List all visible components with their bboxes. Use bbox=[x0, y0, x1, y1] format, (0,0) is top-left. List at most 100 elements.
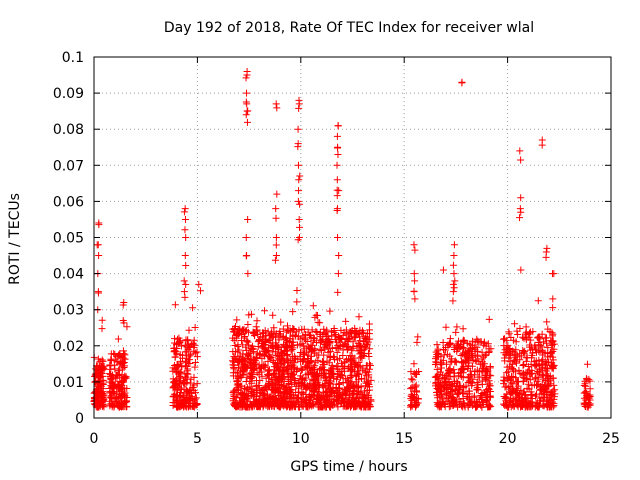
data-point bbox=[95, 252, 103, 260]
data-point bbox=[549, 353, 557, 361]
data-point bbox=[408, 393, 416, 401]
data-point bbox=[175, 384, 183, 392]
data-point bbox=[339, 352, 347, 360]
data-point bbox=[311, 313, 319, 321]
data-point bbox=[112, 355, 120, 363]
data-point bbox=[302, 385, 310, 393]
data-point bbox=[244, 270, 252, 278]
data-point bbox=[285, 343, 293, 351]
data-point bbox=[259, 329, 267, 337]
y-axis-ticks: 0 0.01 0.02 0.03 0.04 0.05 0.06 0.07 0.08 0.09 0.1 bbox=[53, 50, 611, 427]
data-point bbox=[180, 208, 188, 216]
data-point bbox=[265, 370, 273, 378]
data-point bbox=[254, 403, 262, 411]
data-point bbox=[181, 215, 189, 223]
data-point bbox=[236, 325, 244, 333]
data-point bbox=[527, 401, 535, 409]
data-point bbox=[520, 398, 528, 406]
data-point bbox=[538, 343, 546, 351]
data-point bbox=[450, 284, 458, 292]
data-point bbox=[321, 345, 329, 353]
data-point bbox=[540, 338, 548, 346]
data-point bbox=[253, 326, 261, 334]
data-point bbox=[442, 323, 450, 331]
data-point bbox=[473, 335, 481, 343]
data-point bbox=[486, 392, 494, 400]
data-point bbox=[109, 401, 117, 409]
data-point bbox=[305, 382, 313, 390]
data-point bbox=[272, 351, 280, 359]
data-point bbox=[264, 398, 272, 406]
data-point bbox=[353, 361, 361, 369]
data-point bbox=[249, 328, 257, 336]
data-point bbox=[463, 349, 471, 357]
data-point bbox=[344, 331, 352, 339]
data-point bbox=[307, 357, 315, 365]
data-point bbox=[240, 327, 248, 335]
data-point bbox=[477, 401, 485, 409]
data-point bbox=[271, 373, 279, 381]
data-point bbox=[365, 352, 373, 360]
data-point bbox=[546, 389, 554, 397]
data-point bbox=[542, 248, 550, 256]
data-point bbox=[468, 379, 476, 387]
data-point bbox=[256, 351, 264, 359]
data-point bbox=[362, 379, 370, 387]
data-point bbox=[121, 399, 129, 407]
data-point bbox=[187, 386, 195, 394]
data-point bbox=[471, 357, 479, 365]
data-point bbox=[461, 348, 469, 356]
data-point bbox=[350, 401, 358, 409]
data-point bbox=[471, 348, 479, 356]
data-point bbox=[119, 354, 127, 362]
data-point bbox=[504, 384, 512, 392]
data-point bbox=[364, 399, 372, 407]
data-point bbox=[182, 262, 190, 270]
data-point bbox=[98, 356, 106, 364]
data-point bbox=[182, 281, 190, 289]
data-point bbox=[512, 358, 520, 366]
data-point bbox=[273, 190, 281, 198]
data-point bbox=[175, 340, 183, 348]
data-point bbox=[433, 373, 441, 381]
data-point bbox=[526, 346, 534, 354]
data-point bbox=[170, 348, 178, 356]
data-point bbox=[293, 365, 301, 373]
data-point bbox=[516, 396, 524, 404]
data-point bbox=[277, 318, 285, 326]
data-point bbox=[414, 333, 422, 341]
data-point bbox=[454, 403, 462, 411]
data-point bbox=[336, 373, 344, 381]
data-point bbox=[355, 330, 363, 338]
data-point bbox=[442, 360, 450, 368]
data-point bbox=[331, 389, 339, 397]
data-point bbox=[474, 352, 482, 360]
data-point bbox=[170, 392, 178, 400]
data-point bbox=[294, 143, 302, 151]
data-point bbox=[289, 308, 297, 316]
data-point bbox=[273, 398, 281, 406]
data-point bbox=[357, 348, 365, 356]
data-point bbox=[285, 394, 293, 402]
data-point bbox=[300, 334, 308, 342]
data-point bbox=[279, 400, 287, 408]
y-tick-label: 0.03 bbox=[53, 303, 84, 319]
data-point bbox=[414, 395, 422, 403]
data-point bbox=[274, 388, 282, 396]
data-point bbox=[310, 365, 318, 373]
x-axis-title: GPS time / hours bbox=[290, 459, 407, 475]
data-point bbox=[413, 338, 421, 346]
data-point bbox=[358, 352, 366, 360]
data-point bbox=[314, 318, 322, 326]
data-point bbox=[522, 328, 530, 336]
data-point bbox=[178, 363, 186, 371]
data-point bbox=[107, 393, 115, 401]
data-point bbox=[334, 270, 342, 278]
data-point bbox=[318, 403, 326, 411]
x-axis-ticks: 0 5 10 15 20 25 bbox=[90, 57, 620, 447]
data-point bbox=[541, 334, 549, 342]
data-point bbox=[531, 343, 539, 351]
data-point bbox=[333, 132, 341, 140]
data-point bbox=[314, 356, 322, 364]
data-point bbox=[324, 393, 332, 401]
